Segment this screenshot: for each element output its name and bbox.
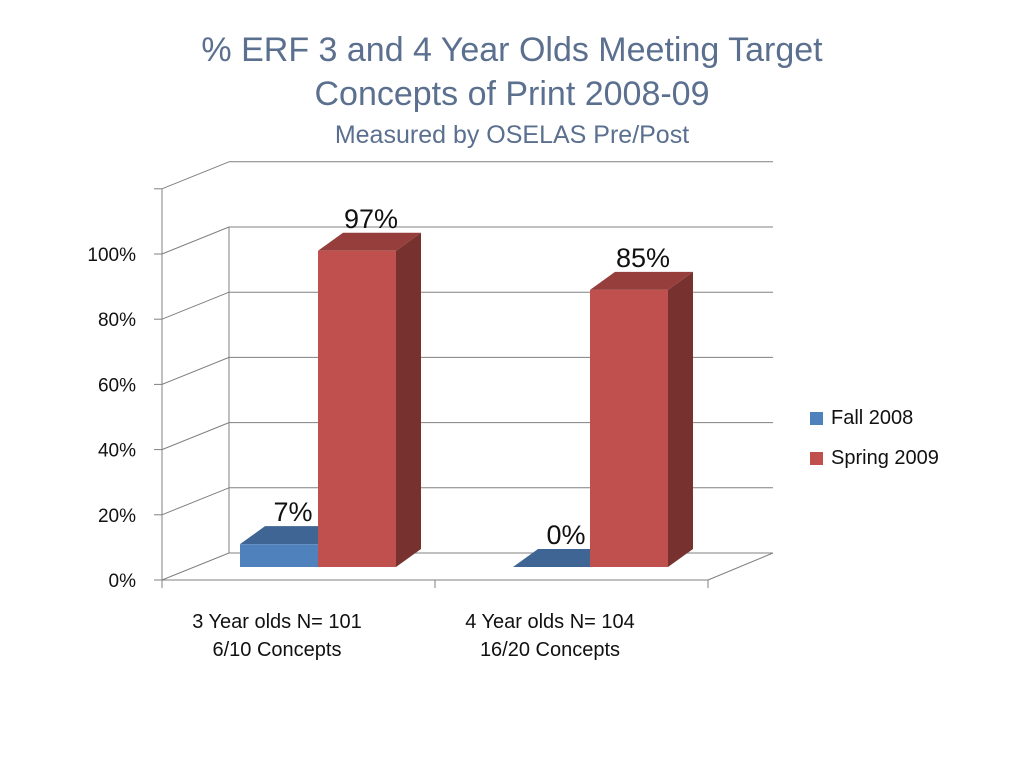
chart-title-block: % ERF 3 and 4 Year Olds Meeting Target C… xyxy=(0,28,1024,152)
gridline-side xyxy=(161,552,230,581)
bar-fall-2008 xyxy=(240,544,318,567)
legend-label-fall-2008: Fall 2008 xyxy=(831,406,914,429)
y-tick-label: 0% xyxy=(109,571,137,592)
y-tick-label: 100% xyxy=(87,245,136,266)
gridline-side xyxy=(161,161,230,190)
bar-side-spring-2009 xyxy=(668,271,693,567)
chart-legend: Fall 2008 Spring 2009 xyxy=(810,398,939,478)
y-tick-label: 80% xyxy=(98,310,136,331)
data-label: 85% xyxy=(616,243,670,273)
gridline-side xyxy=(161,356,230,385)
gridline-side xyxy=(161,487,230,516)
legend-label-spring-2009: Spring 2009 xyxy=(831,446,939,469)
bar-top-spring-2009 xyxy=(318,232,421,251)
chart-subtitle: Measured by OSELAS Pre/Post xyxy=(334,121,690,149)
y-tick-label: 60% xyxy=(98,375,136,396)
data-label: 0% xyxy=(546,520,585,550)
chart-title-line-2: Concepts of Print 2008-09 xyxy=(314,75,710,113)
gridline-side xyxy=(161,226,230,255)
y-tick-label: 20% xyxy=(98,506,136,527)
x-category-label-line: 3 Year olds N= 101 xyxy=(192,611,362,633)
x-category-label-line: 16/20 Concepts xyxy=(479,639,621,661)
bar-side-spring-2009 xyxy=(396,232,421,567)
chart-title-line-1: % ERF 3 and 4 Year Olds Meeting Target xyxy=(201,31,823,69)
bar-spring-2009 xyxy=(590,289,668,567)
bar-spring-2009 xyxy=(318,250,396,567)
x-category-label-line: 6/10 Concepts xyxy=(212,639,342,661)
gridline-side xyxy=(161,422,230,451)
x-category-label-3-year-olds: 3 Year olds N= 101 6/10 Concepts xyxy=(147,608,407,664)
floor-right-edge xyxy=(707,552,774,581)
legend-item-fall-2008: Fall 2008 xyxy=(810,398,939,438)
x-category-label-line: 4 Year olds N= 104 xyxy=(465,611,635,633)
y-tick-label: 40% xyxy=(98,441,136,462)
bar-top-fall-2008 xyxy=(240,526,343,545)
bar-top-spring-2009 xyxy=(590,271,693,290)
legend-swatch-fall-2008 xyxy=(810,411,823,425)
data-label: 97% xyxy=(344,204,398,234)
legend-item-spring-2009: Spring 2009 xyxy=(810,438,939,478)
gridline-side xyxy=(161,291,230,320)
legend-swatch-spring-2009 xyxy=(810,451,823,465)
data-label: 7% xyxy=(273,497,312,527)
x-category-label-4-year-olds: 4 Year olds N= 104 16/20 Concepts xyxy=(420,608,680,664)
